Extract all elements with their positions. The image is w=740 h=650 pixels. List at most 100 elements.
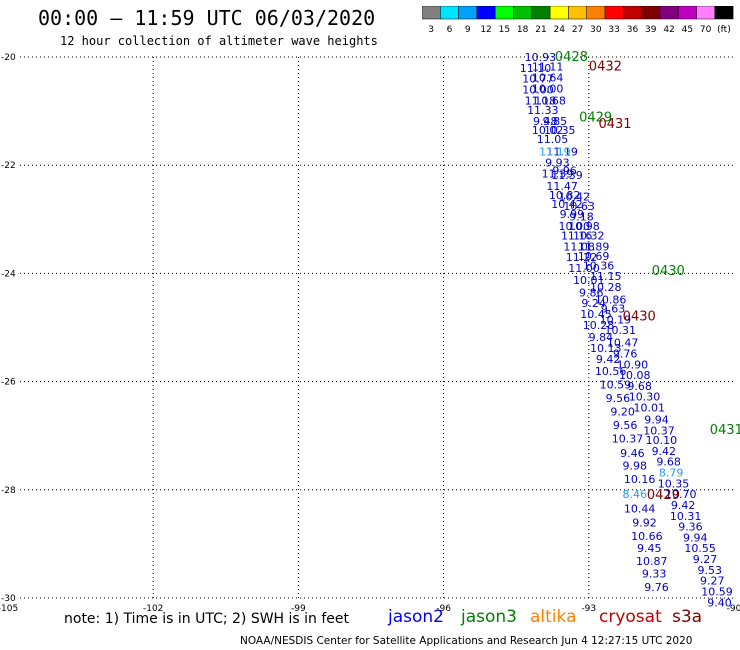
wave-height-value: 9.42	[596, 353, 621, 366]
wave-height-value: 10.37	[643, 424, 675, 437]
wave-height-value: 10.02	[532, 124, 564, 137]
wave-height-value: 10.01	[573, 274, 605, 287]
wave-height-value: 9.76	[644, 581, 669, 594]
wave-height-value: 9.85	[543, 115, 568, 128]
time-label: 0431	[710, 423, 740, 438]
page-subtitle: 12 hour collection of altimeter wave hei…	[60, 34, 378, 48]
wave-height-value: 9.94	[683, 531, 708, 544]
wave-height-value: 10.87	[636, 555, 668, 568]
wave-height-value: 11.05	[537, 133, 569, 146]
wave-height-value: 11.00	[568, 262, 600, 275]
wave-height-value: 9.27	[693, 553, 718, 566]
wave-height-value: 10.90	[617, 358, 649, 371]
wave-height-value: 9.86	[579, 286, 604, 299]
time-label: 0429	[579, 111, 612, 126]
x-tick-label: -93	[581, 604, 596, 614]
wave-height-value: 10.31	[670, 510, 702, 523]
wave-height-value: 9.68	[656, 456, 681, 469]
wave-height-value: 9.56	[613, 419, 638, 432]
colorbar-label: 15	[499, 25, 510, 35]
satellite-label-jason2: jason2	[388, 607, 444, 627]
satellite-label-altika: altika	[530, 607, 577, 627]
wave-height-value: 9.36	[678, 521, 703, 534]
wave-height-value: 10.42	[559, 191, 591, 204]
colorbar-label: 70	[700, 25, 712, 35]
wave-height-value: 10.55	[684, 542, 716, 555]
wave-height-value: 9.18	[569, 211, 594, 224]
x-tick-label: -96	[436, 604, 451, 614]
credit-line: NOAA/NESDIS Center for Satellite Applica…	[240, 635, 693, 647]
colorbar-label: 33	[608, 25, 619, 35]
wave-height-value: 9.56	[606, 392, 631, 405]
wave-height-value: 9.68	[627, 380, 652, 393]
wave-height-value: 10.63	[563, 200, 595, 213]
wave-height-value: 10.37	[612, 432, 644, 445]
wave-height-value: 9.27	[700, 575, 725, 588]
wave-height-value: 10.30	[629, 391, 661, 404]
wave-height-value: 9.20	[610, 405, 635, 418]
colorbar-label: 9	[465, 25, 471, 35]
wave-height-value: 10.64	[532, 72, 564, 85]
wave-height-value: 9.63	[601, 303, 626, 316]
time-label: 0428	[555, 50, 588, 65]
colorbar-label: 27	[572, 25, 583, 35]
wave-height-value: 11.22	[566, 251, 598, 264]
wave-height-value: 10.00	[522, 83, 554, 96]
wave-height-value: 11.16	[561, 230, 593, 243]
wave-height-value: 11.33	[527, 104, 559, 117]
y-tick-label: -30	[1, 594, 16, 604]
axis-ticks: -105 -102 -99 -96 -93 -90 -20 -22 -24 -26 -28 -30	[0, 53, 740, 614]
satellite-label-s3a: s3a	[672, 607, 703, 627]
wave-height-value: 9.42	[671, 499, 696, 512]
wave-height-value: 11.47	[546, 180, 578, 193]
wave-height-value: 10.28	[590, 281, 622, 294]
wave-height-value: 11.11	[532, 61, 564, 74]
wave-height-value: 10.98	[568, 220, 600, 233]
x-tick-label: -99	[291, 604, 306, 614]
time-label: 0430	[652, 264, 685, 279]
wave-height-value: 9.92	[632, 516, 657, 529]
wave-height-value: 10.66	[631, 530, 663, 543]
wave-height-value: 10.77	[522, 73, 554, 86]
wave-height-value: 10.16	[624, 473, 656, 486]
colorbar-label: 45	[682, 25, 693, 35]
wave-height-value: 9.53	[698, 564, 723, 577]
wave-height-value: 10.10	[646, 434, 678, 447]
colorbar-label: 3	[428, 25, 434, 35]
wave-height-value: 11.19	[546, 146, 578, 159]
wave-height-value: 10.86	[595, 293, 627, 306]
wave-height-value: 11.10	[520, 62, 552, 75]
colorbar-label: 21	[535, 25, 546, 35]
wave-height-value: 11.19	[539, 146, 571, 159]
wave-height-value: 9.48	[533, 115, 558, 128]
wave-height-value: 11.39	[542, 167, 574, 180]
colorbar-label: 18	[517, 25, 529, 35]
colorbar-label: 12	[480, 25, 491, 35]
wave-height-value: 10.56	[595, 365, 627, 378]
wave-height-value: 10.68	[534, 94, 566, 107]
wave-height-value: 8.79	[659, 466, 684, 479]
wave-height-value: 10.13	[590, 342, 622, 355]
wave-height-value: 10.45	[580, 308, 612, 321]
x-tick-label: -105	[0, 604, 18, 614]
wave-height-value: 9.93	[545, 156, 570, 169]
wave-height-value: 10.69	[578, 250, 610, 263]
data-labels: 10.9311.1110.6410.0010.689.8510.3511.199…	[520, 51, 733, 609]
wave-height-value: 10.01	[634, 402, 666, 415]
satellite-label-jason3: jason3	[461, 607, 517, 627]
wave-height-value: 9.84	[589, 331, 614, 344]
time-label: 0429	[647, 488, 680, 503]
colorbar-label: 39	[645, 25, 657, 35]
wave-height-value: 9.46	[620, 447, 645, 460]
wave-height-value: 10.42	[551, 198, 583, 211]
y-tick-label: -26	[1, 378, 16, 388]
wave-height-value: 11.39	[551, 169, 583, 182]
y-tick-label: -28	[1, 486, 16, 496]
wave-height-value: 10.28	[583, 319, 615, 332]
colorbar-label: (ft)	[717, 25, 731, 35]
wave-height-value: 10.08	[619, 369, 651, 382]
wave-height-value: 9.99	[560, 208, 585, 221]
colorbar-label: 30	[590, 25, 602, 35]
